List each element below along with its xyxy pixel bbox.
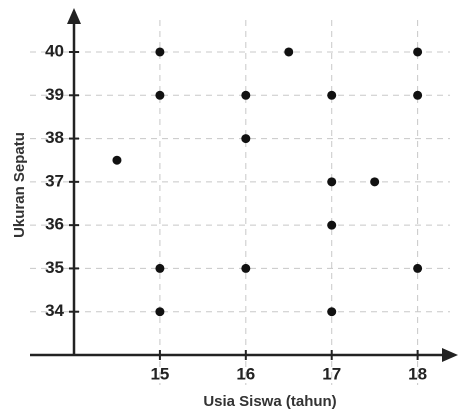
y-tick-label: 40 (45, 41, 64, 60)
point (241, 90, 251, 100)
y-axis-arrow (67, 8, 81, 24)
x-tick-label: 18 (408, 364, 427, 383)
y-tick-label: 35 (45, 258, 64, 277)
y-tick-label: 39 (45, 85, 64, 104)
point (327, 220, 337, 230)
x-tick-label: 16 (236, 364, 255, 383)
point (155, 263, 165, 273)
y-tick-label: 38 (45, 128, 64, 147)
point (284, 47, 294, 57)
point (413, 263, 423, 273)
point (327, 90, 337, 100)
x-tick-label: 15 (150, 364, 169, 383)
point (241, 134, 251, 144)
point (413, 90, 423, 100)
y-tick-label: 37 (45, 171, 64, 190)
y-tick-label: 34 (45, 301, 64, 320)
x-axis-title: Usia Siswa (tahun) (203, 393, 336, 410)
point (241, 263, 251, 273)
point (155, 47, 165, 57)
x-axis-arrow (442, 348, 458, 362)
point (327, 307, 337, 317)
y-tick-label: 36 (45, 215, 64, 234)
point (370, 177, 380, 187)
point (155, 90, 165, 100)
point (327, 177, 337, 187)
point (112, 155, 122, 165)
point (155, 307, 165, 317)
grid (30, 20, 450, 385)
y-axis-title: Ukuran Sepatu (11, 132, 28, 238)
x-tick-label: 17 (322, 364, 341, 383)
point (413, 47, 423, 57)
